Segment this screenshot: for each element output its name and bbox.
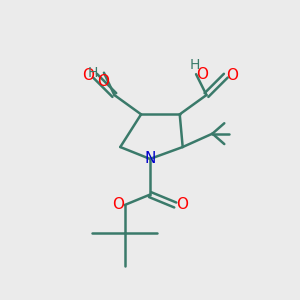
Text: O: O	[97, 74, 109, 88]
Text: O: O	[82, 68, 94, 83]
Text: O: O	[226, 68, 238, 83]
Text: O: O	[112, 197, 124, 212]
Text: H: H	[189, 58, 200, 72]
Text: O: O	[176, 197, 188, 212]
Text: H: H	[87, 66, 98, 80]
Text: N: N	[144, 152, 156, 166]
Text: O: O	[196, 67, 208, 82]
